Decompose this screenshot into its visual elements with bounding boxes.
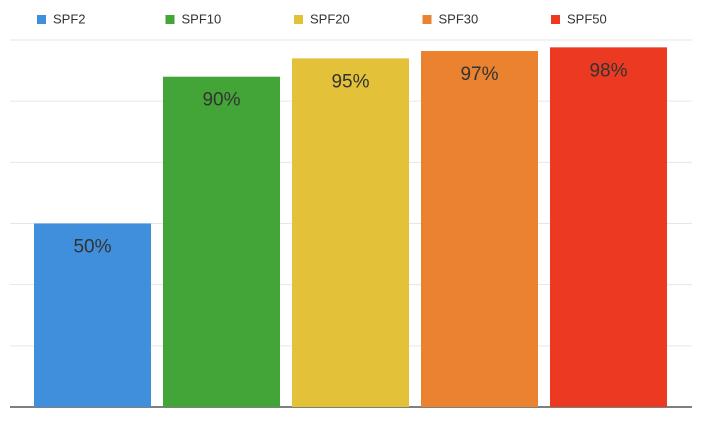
legend-swatch [294,15,303,24]
bar [163,76,280,407]
value-label: 50% [73,237,111,258]
legend-label: SPF10 [182,11,222,26]
legend-label: SPF2 [53,11,86,26]
legend-swatch [551,15,560,24]
value-label: 95% [331,71,369,92]
bar [34,223,151,407]
bar [421,51,538,407]
legend-swatch [165,15,175,24]
legend-swatch [37,15,46,24]
value-label: 98% [589,60,627,81]
value-label: 90% [202,90,240,111]
bar [292,58,409,407]
legend-label: SPF20 [310,11,350,26]
legend-label: SPF30 [439,11,479,26]
value-label: 97% [460,64,498,85]
legend-label: SPF50 [567,11,607,26]
bar [550,47,667,408]
legend-swatch [422,15,432,24]
